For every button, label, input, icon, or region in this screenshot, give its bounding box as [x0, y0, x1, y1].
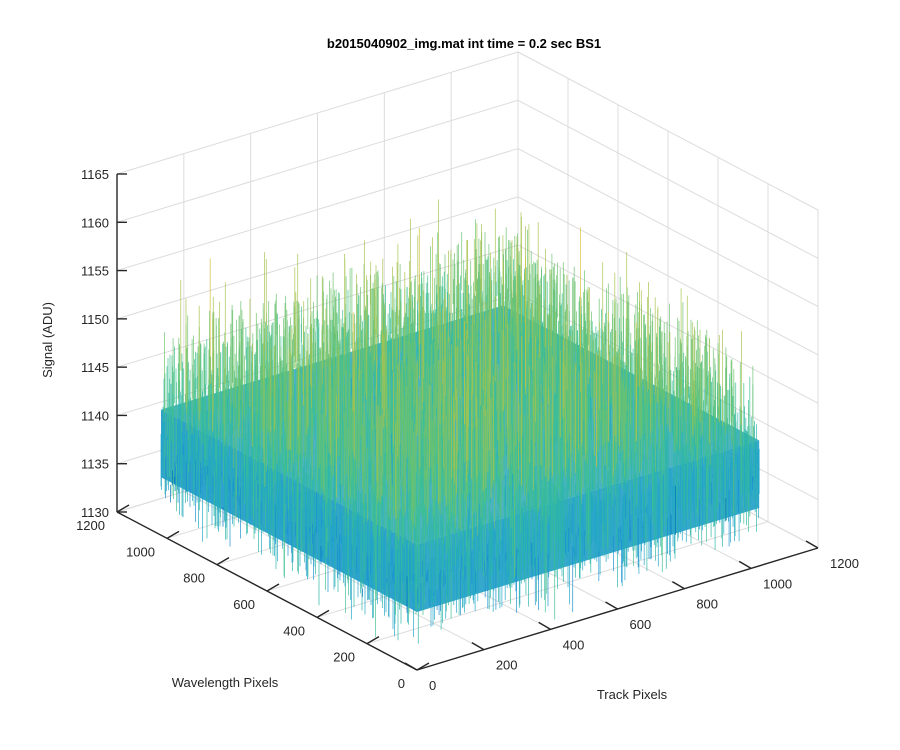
wavelength-tick	[266, 583, 280, 592]
wavelength-tick-label: 0	[398, 676, 405, 691]
track-tick-label: 1200	[830, 556, 859, 571]
track-tick-label: 1000	[763, 576, 792, 591]
left-wall-gridline-horizontal	[116, 51, 519, 175]
z-tick-label: 1130	[81, 505, 109, 520]
surface-noise	[180, 199, 742, 520]
right-wall-gridline-horizontal	[517, 196, 819, 356]
right-wall-gridline-horizontal	[517, 148, 819, 308]
track-tick	[738, 560, 752, 569]
left-wall-gridline-horizontal	[116, 148, 519, 272]
z-tick-label: 1135	[81, 457, 109, 472]
track-tick	[805, 540, 819, 549]
axes	[116, 173, 819, 671]
z-tick-label: 1145	[81, 360, 109, 375]
wavelength-tick	[116, 504, 130, 513]
z-tick-label: 1160	[81, 215, 109, 230]
track-tick-label: 0	[429, 678, 436, 693]
right-wall-gridline-horizontal	[517, 99, 819, 259]
surface-noise	[209, 227, 637, 467]
wavelength-tick	[416, 662, 430, 671]
wavelength-tick-label: 200	[333, 650, 355, 665]
wavelength-tick-label: 600	[233, 597, 255, 612]
surface-noise	[160, 349, 760, 637]
tick-labels: 1130 1135 1140 1145 1150 1155 1160 1165 0 200 400 6…	[76, 167, 859, 693]
z-tick-label: 1165	[81, 167, 109, 182]
track-tick	[404, 662, 418, 671]
track-tick	[605, 601, 618, 610]
wavelength-tick-label: 800	[183, 571, 205, 586]
wavelength-tick-label: 1000	[126, 544, 155, 559]
z-tick-label: 1140	[81, 408, 109, 423]
track-tick-label: 800	[696, 597, 718, 612]
track-tick-label: 400	[563, 637, 585, 652]
surface-plot	[160, 199, 760, 644]
left-wall-gridline-horizontal	[116, 196, 519, 320]
wavelength-tick-label: 1200	[76, 518, 105, 533]
surface-noise	[165, 444, 754, 618]
right-wall-gridline-horizontal	[517, 244, 819, 404]
track-tick	[538, 621, 552, 630]
z-tick-label: 1155	[81, 264, 109, 279]
wavelength-axis-label: Wavelength Pixels	[172, 675, 279, 690]
track-tick-label: 600	[630, 617, 652, 632]
track-tick	[671, 581, 685, 590]
wavelength-tick	[366, 636, 380, 645]
surface-noise	[170, 470, 727, 613]
right-wall-gridline-horizontal	[517, 51, 819, 211]
chart-title: b2015040902_img.mat int time = 0.2 sec B…	[327, 36, 601, 51]
floor-gridline-wavelength	[366, 521, 769, 645]
z-tick-label: 1150	[81, 312, 109, 327]
track-tick-label: 200	[496, 658, 518, 673]
wavelength-tick-label: 400	[283, 623, 305, 638]
track-tick	[471, 642, 485, 651]
wavelength-tick	[166, 530, 180, 539]
track-axis-label: Track Pixels	[597, 687, 668, 702]
left-wall-gridline-horizontal	[116, 99, 519, 223]
wavelength-tick	[316, 609, 330, 618]
wavelength-tick	[216, 557, 230, 566]
z-axis-label: Signal (ADU)	[40, 302, 55, 378]
